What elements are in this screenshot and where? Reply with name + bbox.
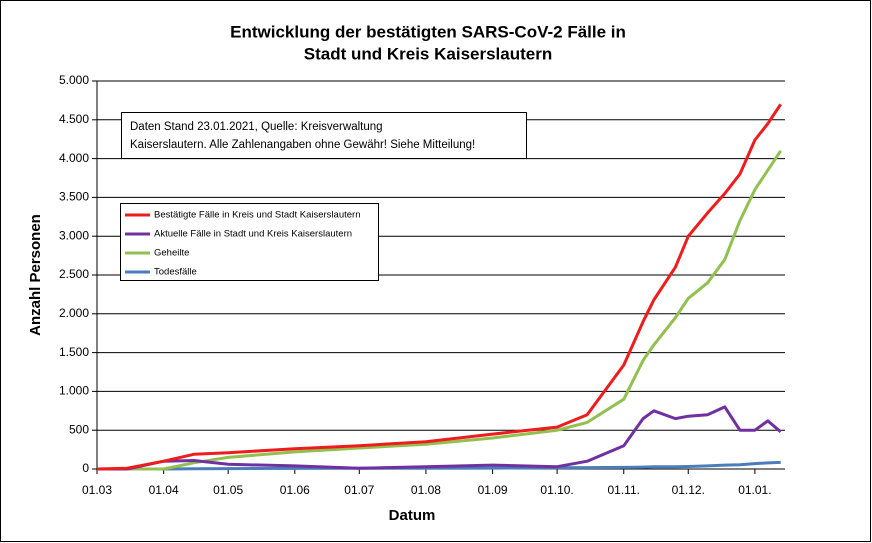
annotation-box (121, 112, 527, 159)
annotation: Daten Stand 23.01.2021, Quelle: Kreisver… (130, 121, 383, 133)
y-tick-label: 3.000 (59, 228, 89, 242)
x-tick-label: 01.09 (478, 483, 508, 497)
y-axis-label: Anzahl Personen (27, 214, 44, 336)
y-tick-label: 500 (69, 422, 89, 436)
legend-label: Aktuelle Fälle in Stadt und Kreis Kaiser… (154, 229, 352, 240)
x-tick-label: 01.03 (82, 483, 112, 497)
legend-box (120, 203, 379, 281)
series-line (96, 103, 782, 471)
chart-title: Stadt und Kreis Kaiserslautern (304, 44, 552, 63)
x-tick-label: 01.06 (280, 483, 310, 497)
x-tick-label: 01.12. (672, 483, 705, 497)
x-tick-label: 01.07 (344, 483, 374, 497)
y-tick-label: 0 (82, 461, 89, 475)
series-line (97, 460, 781, 471)
series-line (97, 149, 782, 471)
y-tick-label: 4.000 (59, 151, 89, 165)
x-axis-label: Datum (389, 507, 436, 524)
legend-label: Bestätigte Fälle in Kreis und Stadt Kais… (154, 210, 360, 221)
annotation: Kaiserslautern. Alle Zahlenangaben ohne … (130, 139, 475, 151)
y-tick-label: 2.000 (59, 306, 89, 320)
x-tick-label: 01.11. (608, 483, 640, 497)
chart-title: Entwicklung der bestätigten SARS-CoV-2 F… (230, 22, 626, 41)
x-tick-label: 01.05 (213, 483, 243, 497)
y-tick-label: 4.500 (59, 112, 89, 126)
legend-label: Geheilte (154, 248, 189, 259)
series-line (97, 405, 782, 471)
y-tick-label: 5.000 (59, 73, 89, 87)
y-tick-label: 1.000 (59, 384, 89, 398)
y-tick-label: 3.500 (59, 190, 89, 204)
legend-label: Todesfälle (154, 267, 197, 278)
y-tick-label: 2.500 (59, 267, 89, 281)
x-tick-label: 01.01. (738, 483, 771, 497)
y-tick-label: 1.500 (59, 345, 89, 359)
x-tick-label: 01.10. (540, 483, 573, 497)
x-tick-label: 01.04 (149, 483, 179, 497)
x-tick-label: 01.08 (411, 483, 441, 497)
